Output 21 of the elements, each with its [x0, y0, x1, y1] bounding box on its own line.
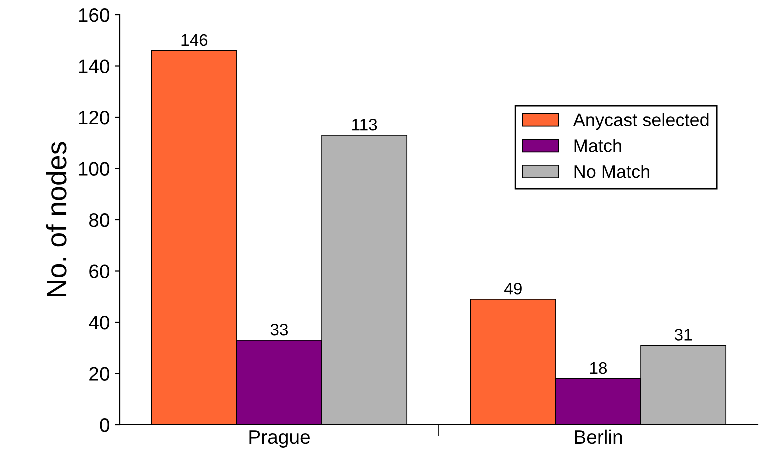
y-tick-label: 20 [90, 367, 110, 381]
y-tick-label: 140 [79, 60, 110, 74]
legend-label: Anycast selected [573, 113, 709, 130]
legend-label: No Match [574, 164, 650, 178]
data-label: 18 [590, 362, 608, 374]
y-tick-label: 40 [89, 316, 110, 330]
data-label: 49 [504, 282, 522, 295]
y-tick-label: 160 [79, 8, 110, 22]
y-tick-label: 80 [89, 213, 110, 228]
y-tick-label: 100 [79, 162, 110, 176]
y-tick-label: 60 [90, 264, 110, 278]
y-axis-title: No. of nodes [46, 142, 67, 296]
x-tick-label: Berlin [575, 430, 622, 444]
legend-label: Match [574, 139, 622, 152]
y-tick-label: 120 [79, 110, 110, 125]
data-label: 146 [182, 34, 208, 46]
data-label: 33 [270, 324, 288, 336]
data-label: 113 [352, 118, 378, 131]
data-label: 31 [674, 329, 692, 341]
y-tick-label: 0 [100, 418, 110, 432]
x-tick-label: Prague [250, 430, 310, 448]
